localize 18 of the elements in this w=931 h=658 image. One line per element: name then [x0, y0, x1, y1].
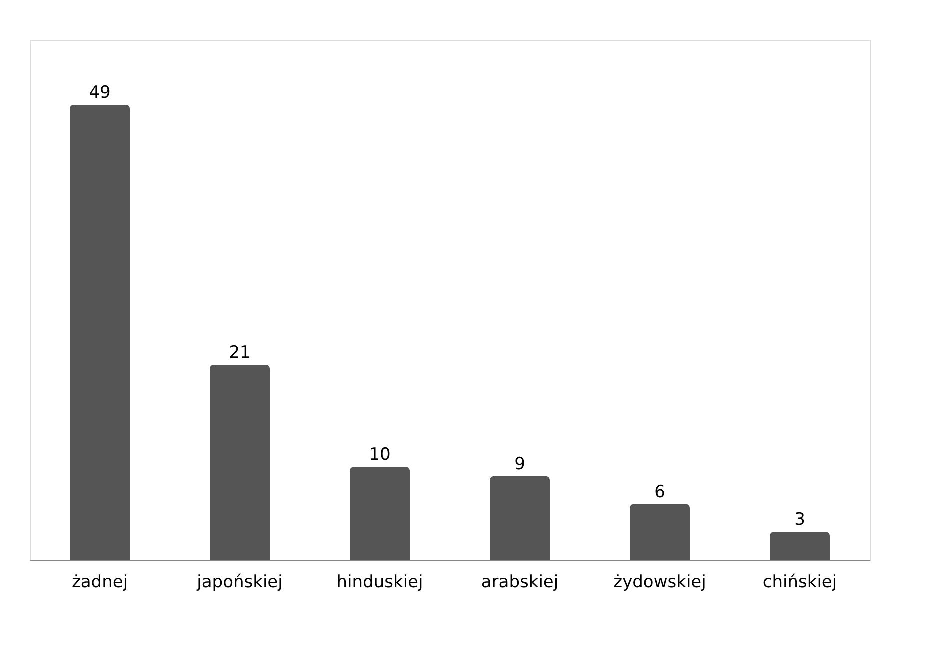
x-tick-label: żydowskiej [614, 572, 706, 592]
data-label: 21 [229, 343, 251, 363]
x-tick-label: hinduskiej [336, 572, 424, 592]
bar [630, 504, 690, 560]
data-label: 9 [514, 454, 526, 474]
bar [70, 105, 130, 560]
data-label: 3 [794, 510, 806, 530]
bar [770, 532, 830, 560]
bar [350, 467, 410, 560]
x-tick-label: japońskiej [196, 572, 283, 592]
x-tick-label: chińskiej [762, 572, 838, 592]
data-label: 49 [89, 83, 111, 103]
data-label: 6 [654, 482, 666, 502]
bar [210, 365, 270, 560]
x-tick-label: arabskiej [481, 572, 559, 592]
bar [490, 476, 550, 560]
x-tick-label: żadnej [72, 572, 128, 592]
data-label: 10 [369, 445, 391, 466]
